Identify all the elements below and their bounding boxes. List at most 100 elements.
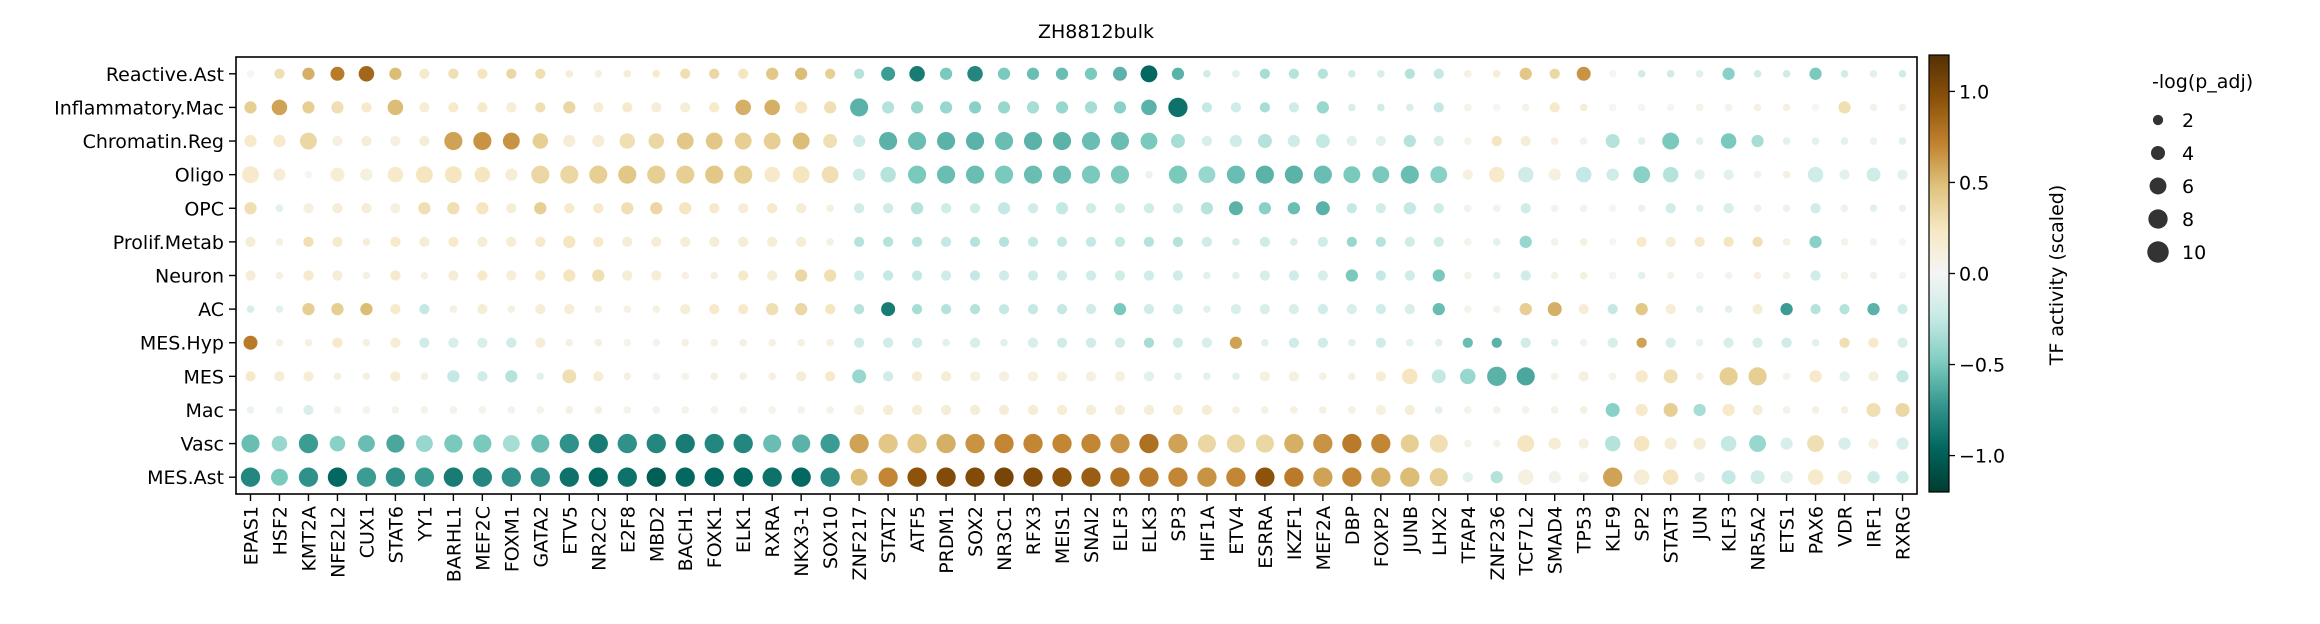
dot-oligo-cux1 (360, 168, 373, 181)
dot-mes-ast-znf236 (1490, 471, 1503, 484)
dot-opc-rxrg (1898, 204, 1907, 213)
dot-mac-mef2a (1319, 406, 1327, 414)
dot-vasc-ikzf1 (1284, 433, 1304, 454)
dot-oligo-mef2a (1313, 165, 1332, 184)
dot-mes-sox10 (825, 371, 836, 382)
column-label: LHX2 (1429, 506, 1451, 556)
dot-inflammatory-mac-klf9 (1608, 103, 1617, 112)
dot-opc-sox2 (969, 203, 981, 214)
dot-oligo-e2f8 (618, 165, 637, 184)
dot-vasc-rfx3 (1023, 433, 1043, 454)
dot-prolif-metab-sox10 (826, 238, 834, 246)
dot-opc-foxp2 (1375, 203, 1386, 214)
dot-mes-atf5 (911, 371, 923, 382)
dot-prolif-metab-mef2a (1317, 236, 1328, 248)
column-label: ETV5 (559, 506, 581, 555)
dot-vasc-ets1 (1780, 437, 1793, 450)
dot-mac-etv5 (565, 406, 574, 414)
dot-ac-sox2 (969, 303, 981, 315)
dot-vasc-atf5 (907, 433, 927, 454)
dot-prolif-metab-jun (1694, 236, 1705, 248)
dot-vasc-elf3 (1110, 433, 1130, 454)
dot-mes-ast-elk3 (1139, 467, 1159, 487)
dot-neuron-e2f8 (622, 270, 633, 281)
column-label: BARHL1 (443, 506, 465, 582)
dot-opc-tfap4 (1463, 204, 1472, 213)
dot-oligo-dbp (1343, 166, 1361, 184)
size-legend-label: 8 (2182, 209, 2194, 231)
dot-opc-epas1 (244, 202, 257, 215)
dot-mes-ast-etv5 (559, 467, 579, 487)
column-label: MBD2 (646, 506, 668, 562)
dot-mes-hyp-atf5 (911, 337, 923, 348)
dot-mes-ast-gata2 (530, 467, 550, 487)
row-label: MES (184, 366, 224, 388)
dot-prolif-metab-nr5a2 (1752, 236, 1763, 248)
column-label: NR3C1 (994, 506, 1016, 571)
dot-inflammatory-mac-hif1a (1201, 102, 1213, 113)
dot-opc-rxra (767, 203, 778, 214)
dot-neuron-ikzf1 (1288, 270, 1299, 281)
dot-mes-epas1 (245, 371, 256, 382)
column-label: MEF2A (1313, 506, 1335, 570)
dot-opc-tcf7l2 (1520, 203, 1531, 214)
dot-reactive-ast-sox10 (825, 68, 836, 79)
dot-neuron-barhl1 (448, 270, 459, 281)
dot-mes-prdm1 (940, 371, 952, 382)
dot-vasc-barhl1 (444, 434, 463, 453)
dot-opc-kmt2a (303, 203, 314, 214)
dot-mes-foxm1 (505, 370, 518, 383)
column-label: TFAP4 (1458, 506, 1480, 564)
dot-inflammatory-mac-klf3 (1724, 103, 1733, 112)
dot-mes-hyp-jun (1695, 338, 1704, 347)
colorbar-tick-label: 0.5 (1959, 172, 1989, 194)
dot-chromatin-reg-meis1 (1052, 131, 1072, 151)
dot-chromatin-reg-rfx3 (1023, 131, 1043, 151)
column-label: BACH1 (675, 506, 697, 571)
dot-opc-nr3c1 (997, 202, 1011, 215)
dot-prolif-metab-barhl1 (448, 236, 459, 248)
dot-vasc-znf236 (1492, 439, 1501, 448)
dot-mes-hyp-yy1 (419, 337, 430, 348)
dot-inflammatory-mac-irf1 (1869, 103, 1878, 112)
dot-chromatin-reg-junb (1403, 134, 1416, 148)
dot-vasc-mef2c (473, 434, 492, 453)
row-label: MES.Hyp (140, 333, 224, 355)
dot-vasc-znf217 (849, 433, 869, 454)
dot-reactive-ast-etv4 (1232, 70, 1240, 78)
dot-mac-nkx3-1 (797, 406, 805, 414)
dot-chromatin-reg-e2f8 (619, 133, 636, 149)
dot-neuron-foxm1 (506, 270, 517, 281)
dot-ac-prdm1 (940, 303, 952, 315)
dot-chromatin-reg-vdr (1840, 137, 1849, 145)
dot-mes-hyp-elk3 (1143, 337, 1155, 348)
dot-chromatin-reg-rxra (763, 132, 781, 150)
column-label: KLF3 (1719, 506, 1741, 552)
row-label: OPC (184, 198, 224, 220)
dot-reactive-ast-sp3 (1171, 67, 1185, 80)
dot-ac-lhx2 (1432, 302, 1445, 316)
dot-mes-ast-foxp2 (1371, 467, 1391, 487)
dot-ac-pax6 (1810, 303, 1821, 315)
dot-mes-meis1 (1056, 371, 1068, 382)
dot-neuron-elk1 (738, 270, 749, 281)
dot-oligo-etv4 (1226, 165, 1245, 184)
dot-oligo-irf1 (1866, 167, 1881, 182)
column-label: STAT6 (385, 506, 407, 563)
dot-mes-znf217 (852, 369, 867, 384)
row-label: Prolif.Metab (113, 232, 224, 254)
dot-mes-hsf2 (274, 371, 285, 382)
dots-layer (240, 65, 1910, 487)
dot-mes-hyp-esrra (1261, 338, 1269, 347)
dot-prolif-metab-etv5 (563, 235, 576, 249)
dot-neuron-etv5 (563, 269, 576, 282)
dot-mes-rxrg (1896, 370, 1909, 383)
dot-prolif-metab-nfe2l2 (332, 236, 343, 248)
dot-prolif-metab-e2f8 (622, 236, 633, 248)
dot-mes-ast-mbd2 (646, 467, 666, 487)
dot-prolif-metab-meis1 (1056, 236, 1068, 248)
dot-neuron-elk3 (1143, 270, 1155, 281)
dot-mes-ast-vdr (1837, 470, 1852, 485)
dot-mac-tcf7l2 (1521, 406, 1530, 414)
row-label: AC (198, 299, 224, 321)
